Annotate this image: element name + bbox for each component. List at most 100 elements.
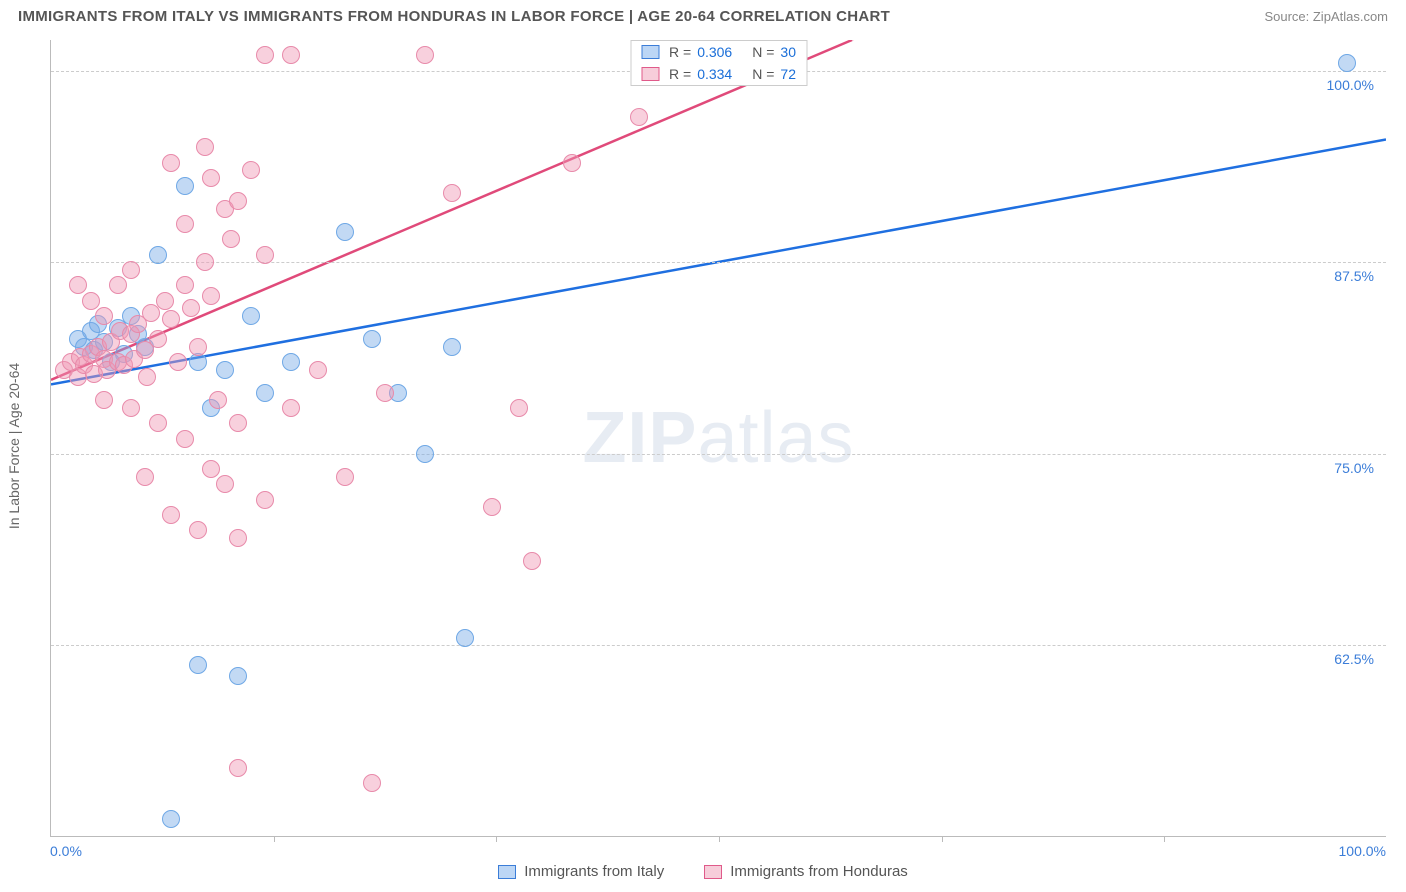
legend-label: Immigrants from Honduras [730, 863, 908, 880]
scatter-point [523, 552, 541, 570]
watermark-zip: ZIP [582, 398, 697, 478]
scatter-point [229, 759, 247, 777]
y-tick-label: 62.5% [1332, 651, 1376, 667]
legend-item: Immigrants from Honduras [704, 863, 908, 880]
scatter-point [363, 330, 381, 348]
n-value: 30 [780, 44, 796, 60]
scatter-point [229, 667, 247, 685]
scatter-point [242, 307, 260, 325]
x-minor-tick [719, 836, 720, 842]
scatter-point [149, 414, 167, 432]
legend-swatch [498, 865, 516, 879]
scatter-point [242, 161, 260, 179]
scatter-point [256, 46, 274, 64]
r-label: R = [669, 66, 691, 82]
scatter-point [222, 230, 240, 248]
scatter-point [162, 154, 180, 172]
scatter-point [630, 108, 648, 126]
y-axis-title: In Labor Force | Age 20-64 [6, 363, 22, 529]
scatter-point [196, 138, 214, 156]
legend-swatch [704, 865, 722, 879]
correlation-legend-row: R = 0.334 N = 72 [631, 63, 806, 85]
scatter-point [510, 399, 528, 417]
source-label: Source: ZipAtlas.com [1264, 9, 1388, 24]
scatter-point [202, 169, 220, 187]
x-minor-tick [942, 836, 943, 842]
scatter-point [95, 307, 113, 325]
scatter-point [162, 310, 180, 328]
gridline-horizontal [51, 645, 1386, 646]
n-value: 72 [780, 66, 796, 82]
n-label: N = [752, 66, 774, 82]
scatter-point [229, 192, 247, 210]
r-value: 0.306 [697, 44, 732, 60]
scatter-point [336, 468, 354, 486]
scatter-point [416, 445, 434, 463]
scatter-point [182, 299, 200, 317]
watermark-atlas: atlas [697, 398, 854, 478]
scatter-point [282, 46, 300, 64]
x-tick-label: 0.0% [50, 843, 82, 859]
scatter-point [176, 215, 194, 233]
scatter-point [156, 292, 174, 310]
scatter-point [149, 246, 167, 264]
legend-swatch [641, 45, 659, 59]
x-minor-tick [274, 836, 275, 842]
r-value: 0.334 [697, 66, 732, 82]
scatter-point [563, 154, 581, 172]
x-minor-tick [496, 836, 497, 842]
scatter-point [162, 506, 180, 524]
scatter-point [122, 399, 140, 417]
legend-item: Immigrants from Italy [498, 863, 664, 880]
scatter-point [229, 529, 247, 547]
scatter-point [189, 353, 207, 371]
series-legend: Immigrants from Italy Immigrants from Hon… [0, 863, 1406, 880]
gridline-horizontal [51, 262, 1386, 263]
r-label: R = [669, 44, 691, 60]
scatter-point [69, 276, 87, 294]
scatter-point [282, 399, 300, 417]
scatter-point [202, 460, 220, 478]
x-tick-label: 100.0% [1339, 843, 1386, 859]
scatter-point [189, 656, 207, 674]
scatter-point [138, 368, 156, 386]
scatter-point [443, 184, 461, 202]
y-tick-label: 87.5% [1332, 268, 1376, 284]
scatter-point [216, 475, 234, 493]
scatter-point [483, 498, 501, 516]
legend-swatch [641, 67, 659, 81]
scatter-point [169, 353, 187, 371]
scatter-point [456, 629, 474, 647]
y-tick-label: 100.0% [1325, 77, 1376, 93]
scatter-point [256, 384, 274, 402]
scatter-point [209, 391, 227, 409]
scatter-point [95, 391, 113, 409]
scatter-point [216, 361, 234, 379]
scatter-point [176, 430, 194, 448]
scatter-point [202, 287, 220, 305]
scatter-point [122, 261, 140, 279]
scatter-point [256, 491, 274, 509]
scatter-point [256, 246, 274, 264]
scatter-point [1338, 54, 1356, 72]
legend-label: Immigrants from Italy [524, 863, 664, 880]
scatter-point [363, 774, 381, 792]
scatter-point [309, 361, 327, 379]
gridline-horizontal [51, 454, 1386, 455]
watermark: ZIPatlas [582, 397, 854, 479]
scatter-point [162, 810, 180, 828]
scatter-point [416, 46, 434, 64]
x-minor-tick [1164, 836, 1165, 842]
scatter-point [176, 177, 194, 195]
correlation-legend: R = 0.306 N = 30 R = 0.334 N = 72 [630, 40, 807, 86]
n-label: N = [752, 44, 774, 60]
scatter-point [443, 338, 461, 356]
scatter-point [189, 338, 207, 356]
scatter-point [229, 414, 247, 432]
y-tick-label: 75.0% [1332, 460, 1376, 476]
scatter-point [82, 292, 100, 310]
scatter-point [109, 276, 127, 294]
scatter-point [196, 253, 214, 271]
scatter-point [176, 276, 194, 294]
scatter-point [282, 353, 300, 371]
